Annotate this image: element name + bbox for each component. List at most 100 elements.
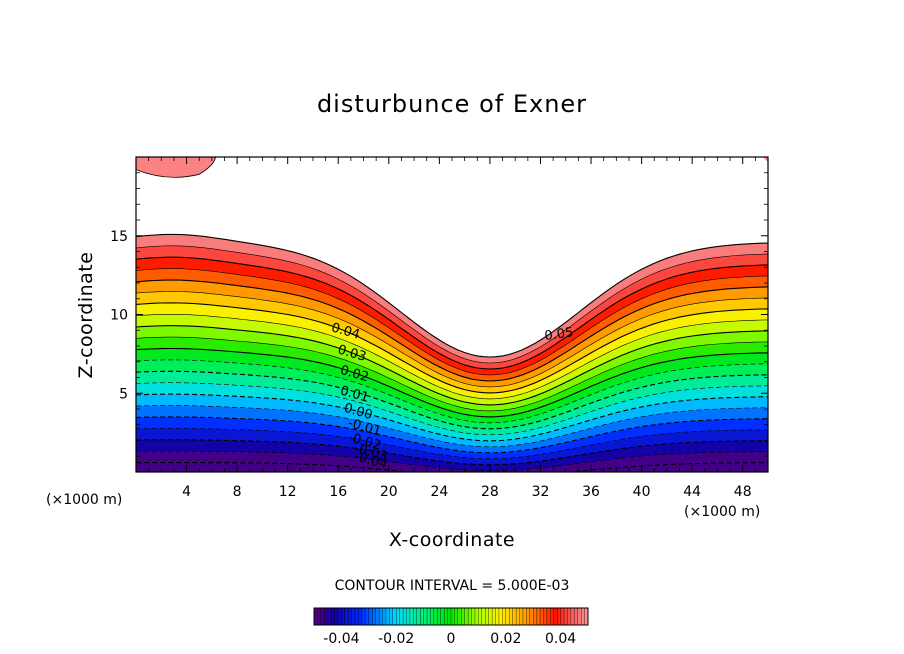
colorbar-segment — [553, 607, 558, 626]
colorbar-segment — [382, 607, 387, 626]
contour-line — [136, 427, 768, 460]
colorbar-segment — [539, 607, 544, 626]
y-tick-label: 5 — [119, 386, 128, 402]
x-tick-label: 16 — [329, 484, 347, 500]
x-tick-label: 12 — [279, 484, 297, 500]
colorbar-segment — [402, 607, 407, 626]
x-tick-label: 44 — [683, 484, 701, 500]
x-tick-label: 36 — [582, 484, 600, 500]
colorbar-segment — [533, 607, 538, 626]
colorbar-tick-label: 0.02 — [490, 631, 521, 647]
colorbar-segment — [354, 607, 360, 626]
colorbar-segment — [454, 607, 459, 626]
contour-line — [136, 314, 768, 400]
colorbar-tick-label: 0 — [447, 631, 456, 647]
colorbar-segment — [368, 607, 373, 626]
colorbar-segment — [440, 607, 445, 626]
y-axis-label: Z-coordinate — [75, 252, 97, 379]
colorbar-segment — [464, 607, 469, 626]
contour-line — [136, 439, 768, 466]
colorbar-segment — [550, 607, 555, 626]
colorbar-segment — [574, 607, 579, 626]
x-tick-label: 24 — [430, 484, 448, 500]
colorbar-segment — [426, 607, 431, 626]
colorbar-segment — [348, 607, 353, 626]
contour-line — [136, 382, 768, 436]
colorbar-segment — [330, 607, 336, 626]
contour-line — [136, 336, 768, 412]
colorbar-segment — [423, 607, 428, 626]
colorbar-segment — [461, 607, 466, 626]
colorbar-segment — [519, 607, 524, 626]
colorbar-segment — [505, 607, 510, 626]
contour-lines — [136, 233, 768, 472]
x-tick-label: 28 — [481, 484, 499, 500]
colorbar-segment — [512, 607, 517, 626]
colorbar-segment — [474, 607, 479, 626]
high-value-region-right — [762, 157, 768, 162]
colorbar-segment — [327, 607, 332, 626]
contour-line — [136, 325, 768, 406]
colorbar-segment — [396, 607, 401, 626]
colorbar-segment — [365, 607, 370, 626]
colorbar-segment — [430, 607, 435, 626]
colorbar-segment — [577, 607, 582, 626]
colorbar-segment — [351, 607, 356, 626]
x-tick-label: 4 — [182, 484, 191, 500]
colorbar-segment — [375, 607, 380, 626]
colorbar-segment — [361, 607, 366, 626]
colorbar-segment — [543, 607, 548, 626]
colorbar-tick-label: -0.04 — [323, 631, 359, 647]
colorbar: -0.04 -0.02 0 0.02 0.04 — [313, 607, 589, 647]
colorbar-segment — [392, 607, 397, 626]
colorbar-segment — [344, 607, 349, 626]
y-axis-ticks: 5 10 15 — [110, 172, 768, 457]
contour-line — [136, 405, 768, 448]
colorbar-frame — [313, 607, 589, 626]
x-axis-label: X-coordinate — [389, 529, 515, 551]
colorbar-segment — [509, 607, 514, 626]
colorbar-segment — [413, 607, 418, 626]
colorbar-segment — [522, 607, 527, 626]
contour-line — [136, 462, 768, 472]
colorbar-segment — [341, 607, 346, 626]
chart-title: disturbunce of Exner — [317, 90, 587, 118]
colorbar-segment — [498, 607, 503, 626]
colorbar-segment — [491, 607, 497, 626]
colorbar-segment — [502, 607, 507, 626]
colorbar-segment — [447, 607, 452, 626]
colorbar-segment — [313, 607, 318, 626]
x-tick-label: 40 — [633, 484, 651, 500]
colorbar-segment — [478, 607, 483, 626]
x-tick-label: 48 — [734, 484, 752, 500]
colorbar-segment — [563, 607, 568, 626]
colorbar-segment — [385, 607, 390, 626]
colorbar-segment — [416, 607, 421, 626]
contour-line — [136, 359, 768, 424]
colorbar-segment — [570, 607, 575, 626]
colorbar-segment — [437, 607, 442, 626]
contour-line — [136, 245, 768, 364]
colorbar-tick-label: 0.04 — [545, 631, 576, 647]
contour-line — [136, 393, 768, 442]
colorbar-segment — [560, 607, 565, 626]
contour-line — [136, 233, 768, 358]
colorbar-segment — [317, 607, 322, 626]
x-axis-ticks: 4 8 12 16 20 24 28 32 36 40 44 48 — [148, 157, 756, 500]
colorbar-segment — [406, 607, 411, 626]
contour-band — [136, 451, 768, 472]
x-tick-label: 8 — [233, 484, 242, 500]
colorbar-segment — [320, 607, 325, 626]
colorbar-segment — [488, 607, 493, 626]
colorbar-segment — [556, 607, 562, 626]
colorbar-segment — [485, 607, 490, 626]
colorbar-segment — [372, 607, 377, 626]
colorbar-segment — [495, 607, 500, 626]
contour-line — [136, 279, 768, 382]
contour-line — [136, 416, 768, 454]
colorbar-segment — [433, 607, 438, 626]
plot-area: 0.050.040.030.020.010.00-0.01-0.02-0.03-… — [110, 156, 769, 500]
x-tick-label: 20 — [380, 484, 398, 500]
colorbar-segment — [546, 607, 551, 626]
y-tick-label: 15 — [110, 229, 128, 245]
